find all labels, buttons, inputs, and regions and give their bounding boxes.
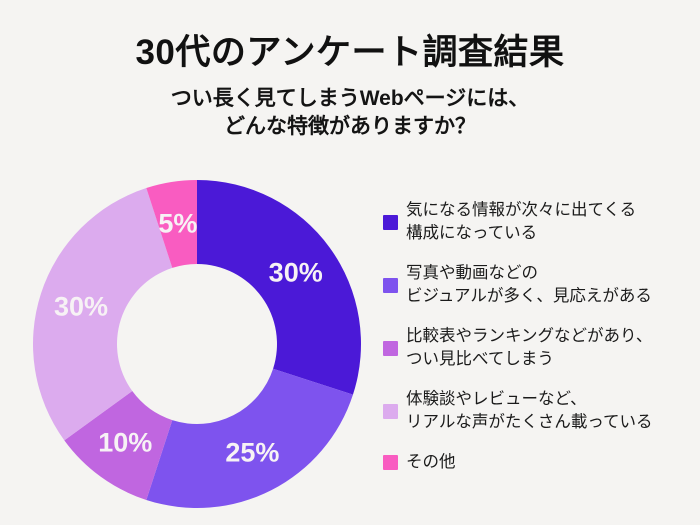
donut-segment-3 bbox=[64, 391, 173, 500]
legend-label-4: 体験談やレビューなど、 リアルな声がたくさん載っている bbox=[406, 390, 653, 431]
legend-label-2: 写真や動画などの ビジュアルが多く、見応えがある bbox=[406, 264, 652, 305]
subtitle-line-2: どんな特徴がありますか？ bbox=[224, 115, 476, 138]
legend-swatch-3 bbox=[383, 340, 398, 356]
donut-segment-1 bbox=[197, 180, 361, 395]
slice-label-2: 25% bbox=[225, 438, 279, 468]
slice-label-5: 5% bbox=[158, 209, 197, 239]
legend-item-3: 比較表やランキングなどがあり、 つい見比べてしまう bbox=[383, 325, 653, 371]
slice-label-1: 30% bbox=[269, 257, 323, 287]
legend-swatch-5 bbox=[383, 455, 398, 470]
subtitle-line-1: つい長く見てしまうWebページには、 bbox=[170, 87, 530, 110]
legend-label-1: 気になる情報が次々に出てくる 構成になっている bbox=[406, 201, 637, 242]
page-title: 30代のアンケート調査結果 bbox=[135, 33, 565, 72]
legend-label-5: その他 bbox=[406, 453, 456, 471]
donut-chart: 30% 25% 10% 30% 5% bbox=[32, 180, 361, 508]
donut-segment-4 bbox=[32, 188, 173, 441]
legend-label-3: 比較表やランキングなどがあり、 つい見比べてしまう bbox=[406, 327, 653, 368]
legend-swatch-2 bbox=[383, 277, 398, 293]
page-subtitle: つい長く見てしまうWebページには、 どんな特徴がありますか？ bbox=[0, 85, 700, 141]
legend-item-2: 写真や動画などの ビジュアルが多く、見応えがある bbox=[383, 262, 653, 308]
legend-swatch-4 bbox=[383, 403, 398, 419]
chart-legend: 気になる情報が次々に出てくる 構成になっている 写真や動画などの ビジュアルが多く、見… bbox=[383, 199, 653, 474]
slice-label-4: 30% bbox=[54, 291, 108, 321]
donut-segment-5 bbox=[146, 180, 197, 268]
legend-item-4: 体験談やレビューなど、 リアルな声がたくさん載っている bbox=[383, 388, 653, 434]
donut-segment-2 bbox=[146, 368, 353, 508]
legend-item-1: 気になる情報が次々に出てくる 構成になっている bbox=[383, 199, 653, 245]
slice-label-3: 10% bbox=[98, 428, 152, 458]
legend-item-5: その他 bbox=[383, 451, 653, 474]
legend-swatch-1 bbox=[383, 214, 398, 230]
